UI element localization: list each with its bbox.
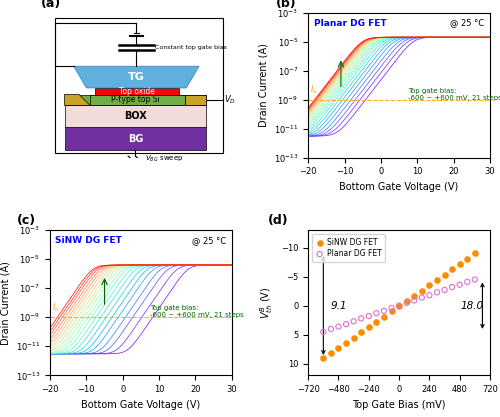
Planar DG FET	[388, 305, 396, 311]
SiNW DG FET	[410, 292, 418, 299]
Bar	[64, 127, 206, 151]
Planar DG FET	[327, 326, 335, 332]
SiNW DG FET	[342, 339, 350, 346]
Planar DG FET	[440, 286, 448, 293]
SiNW DG FET	[334, 345, 342, 352]
Legend: SiNW DG FET, Planar DG FET: SiNW DG FET, Planar DG FET	[312, 234, 385, 262]
Planar DG FET	[418, 294, 426, 301]
SiNW DG FET	[380, 313, 388, 320]
Bar	[90, 95, 184, 106]
Planar DG FET	[448, 284, 456, 290]
Planar DG FET	[380, 307, 388, 314]
Planar DG FET	[426, 292, 434, 299]
Planar DG FET	[464, 279, 471, 285]
Planar DG FET	[334, 323, 342, 330]
Text: TG: TG	[128, 72, 145, 82]
Text: BOX: BOX	[124, 111, 147, 121]
Text: $I_o$: $I_o$	[52, 301, 60, 314]
SiNW DG FET	[448, 266, 456, 272]
Planar DG FET	[471, 276, 479, 283]
Text: (d): (d)	[268, 214, 289, 227]
Text: SiNW DG FET: SiNW DG FET	[56, 236, 122, 245]
Text: $V_{BG}$ sweep: $V_{BG}$ sweep	[144, 154, 183, 164]
Planar DG FET	[372, 310, 380, 317]
SiNW DG FET	[402, 298, 410, 304]
Text: Top oxide: Top oxide	[120, 87, 155, 96]
Y-axis label: Drain Current (A): Drain Current (A)	[0, 261, 10, 345]
Planar DG FET	[456, 281, 464, 288]
Text: Top gate bias:
-600 ~ +600 mV, 21 steps: Top gate bias: -600 ~ +600 mV, 21 steps	[408, 88, 500, 100]
Text: Planar DG FET: Planar DG FET	[314, 19, 386, 28]
SiNW DG FET	[471, 250, 479, 257]
Planar DG FET	[402, 299, 410, 306]
X-axis label: Bottom Gate Voltage (V): Bottom Gate Voltage (V)	[82, 399, 200, 409]
SiNW DG FET	[388, 308, 396, 315]
Text: BG: BG	[128, 134, 143, 144]
SiNW DG FET	[456, 261, 464, 267]
Text: $V_D$: $V_D$	[224, 94, 235, 106]
Polygon shape	[74, 66, 199, 88]
Text: Constant top gate bias: Constant top gate bias	[156, 45, 228, 50]
Planar DG FET	[350, 318, 358, 325]
Planar DG FET	[365, 313, 373, 319]
X-axis label: Bottom Gate Voltage (V): Bottom Gate Voltage (V)	[340, 182, 458, 192]
Bar	[64, 95, 206, 106]
Text: 9.1: 9.1	[331, 301, 347, 311]
SiNW DG FET	[320, 354, 328, 361]
Text: $I_o$: $I_o$	[310, 83, 318, 96]
Bar	[64, 106, 206, 127]
SiNW DG FET	[327, 349, 335, 356]
Planar DG FET	[395, 302, 403, 309]
SiNW DG FET	[395, 303, 403, 309]
SiNW DG FET	[433, 277, 441, 284]
SiNW DG FET	[418, 287, 426, 294]
Text: @ 25 °C: @ 25 °C	[450, 19, 484, 28]
X-axis label: Top Gate Bias (mV): Top Gate Bias (mV)	[352, 399, 446, 409]
Polygon shape	[184, 95, 206, 106]
Y-axis label: $V^B_{th}$ (V): $V^B_{th}$ (V)	[258, 286, 276, 319]
Y-axis label: Drain Current (A): Drain Current (A)	[258, 43, 268, 127]
SiNW DG FET	[426, 282, 434, 289]
SiNW DG FET	[464, 255, 471, 262]
SiNW DG FET	[357, 329, 365, 336]
Planar DG FET	[342, 321, 350, 328]
Polygon shape	[64, 95, 90, 106]
SiNW DG FET	[365, 324, 373, 330]
Text: (a): (a)	[41, 0, 61, 10]
Text: Top gate bias:
-600 ~ +600 mV, 21 steps: Top gate bias: -600 ~ +600 mV, 21 steps	[150, 305, 244, 318]
Bar	[96, 88, 179, 95]
Text: @ 25 °C: @ 25 °C	[192, 236, 226, 245]
Text: 18.0: 18.0	[461, 301, 484, 311]
Text: P-type top Si: P-type top Si	[111, 95, 160, 104]
Planar DG FET	[433, 289, 441, 296]
Planar DG FET	[320, 329, 328, 335]
SiNW DG FET	[350, 334, 358, 341]
SiNW DG FET	[440, 271, 448, 278]
SiNW DG FET	[372, 319, 380, 325]
Text: (c): (c)	[18, 214, 36, 227]
Text: (b): (b)	[276, 0, 296, 10]
Planar DG FET	[357, 315, 365, 322]
Planar DG FET	[410, 297, 418, 304]
